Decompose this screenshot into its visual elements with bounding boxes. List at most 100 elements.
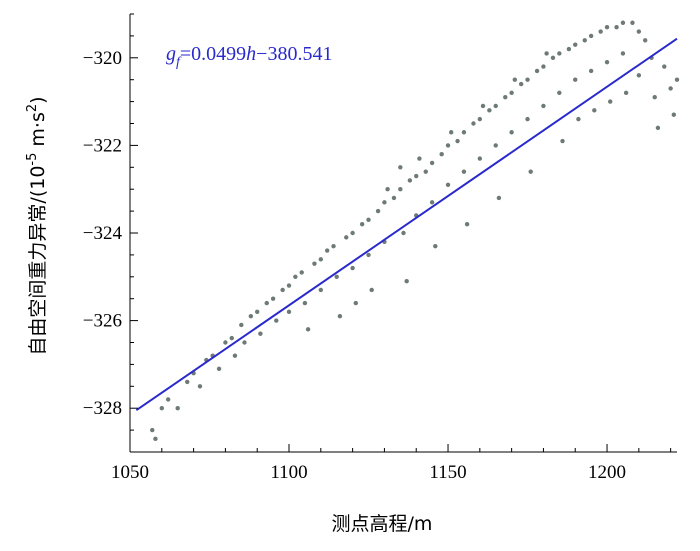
scatter-point [337,314,343,319]
scatter-point [401,230,406,236]
scatter-point [525,116,530,122]
scatter-point [299,270,304,275]
scatter-point [550,55,556,60]
scatter-point [512,77,518,82]
scatter-point [623,90,629,96]
scatter-point [242,340,247,345]
scatter-point [604,24,610,30]
scatter-point [496,195,502,201]
scatter-point [407,178,413,183]
scatter-point [318,287,324,293]
scatter-point [477,156,483,161]
scatter-point [258,331,263,336]
scatter-point [655,125,661,131]
y-tick-label: −326 [83,311,122,332]
scatter-point [493,143,498,148]
scatter-point [557,51,562,56]
scatter-point [592,108,597,113]
scatter-point [461,130,467,135]
scatter-point [150,427,155,433]
scatter-point [528,169,533,174]
scatter-point [429,160,435,166]
scatter-point [185,379,190,385]
scatter-point [375,208,381,214]
scatter-point [671,112,677,117]
scatter-point [331,243,336,249]
scatter-point [588,33,594,39]
y-tick-label: −328 [83,398,122,419]
scatter-point [560,138,565,144]
scatter-point [350,230,355,236]
scatter-point [668,86,673,91]
scatter-point [248,314,254,319]
scatter-point [353,300,358,306]
x-tick-label: 1100 [270,462,307,483]
scatter-point [566,46,572,52]
scatter-point [445,182,451,188]
scatter-point [509,130,514,135]
scatter-point [286,309,292,315]
x-axis-ticks: 1050 1100 1150 1200 [111,444,672,483]
scatter-point [445,143,451,148]
scatter-point [573,77,578,82]
scatter-point [541,64,546,69]
scatter-point [662,64,667,69]
scatter-point [229,335,234,341]
scatter-point [544,51,549,56]
scatter-point [153,436,158,442]
x-axis-title: 测点高程/m [332,513,433,535]
scatter-points [150,20,680,442]
scatter-point [598,29,603,34]
scatter-point [344,235,349,240]
scatter-point [312,261,317,266]
scatter-point [471,121,476,126]
scatter-point [318,257,324,262]
scatter-point [455,138,460,144]
scatter-point [159,406,165,411]
scatter-point [423,169,428,174]
scatter-point [477,116,483,122]
scatter-point [608,99,613,104]
y-axis-title: 自由空间重力异常/(10-5 m·s2) [25,96,49,355]
scatter-point [604,59,610,65]
scatter-point [334,274,339,279]
scatter-point [232,353,238,358]
fit-line [135,37,678,412]
scatter-point [175,406,180,411]
scatter-point [302,300,308,306]
scatter-point [417,156,422,161]
scatter-point [359,222,365,227]
scatter-point [293,274,298,279]
scatter-point [350,265,355,271]
scatter-point [534,68,540,74]
scatter-point [270,296,276,301]
scatter-point [557,90,562,96]
scatter-point [642,38,648,43]
scatter-point [582,38,587,43]
scatter-point [620,20,626,25]
scatter-point [487,108,492,113]
scatter-point [620,51,626,56]
scatter-point [429,200,435,205]
scatter-point [433,243,438,249]
x-tick-label: 1200 [588,462,626,483]
scatter-point [588,68,594,74]
scatter-point [404,278,409,284]
scatter-point [385,187,390,192]
scatter-point [503,95,508,100]
y-tick-label: −324 [83,223,123,244]
scatter-point [366,252,371,258]
scatter-point [576,116,581,122]
scatter-point [461,169,467,174]
scatter-point [369,287,374,293]
scatter-point [216,366,222,371]
y-tick-label: −320 [83,48,122,69]
scatter-point [630,20,635,25]
scatter-point [280,287,285,293]
scatter-point [674,77,680,82]
scatter-point [509,90,514,96]
scatter-point [366,217,371,223]
scatter-point [255,309,260,315]
scatter-point [223,340,228,345]
